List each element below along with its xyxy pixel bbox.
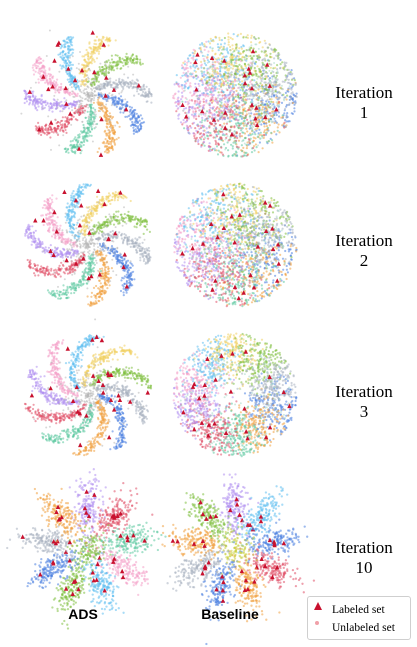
- legend-label-labeled: Labeled set: [332, 604, 385, 616]
- scatter-panel-r1-c1: [20, 29, 153, 157]
- scatter-panel-r3-c2: [172, 332, 298, 458]
- scatter-panel-r4-c1: [6, 468, 167, 630]
- iteration-label-3: Iteration 3: [318, 382, 410, 422]
- dot-marker-icon: [314, 621, 328, 634]
- iteration-label-10: Iteration 10: [318, 538, 410, 578]
- iteration-label-2: Iteration 2: [318, 231, 410, 271]
- scatter-panel-r2-c1: [24, 183, 152, 321]
- scatter-panel-r3-c1: [23, 334, 153, 457]
- legend-label-unlabeled: Unlabeled set: [332, 622, 395, 634]
- scatter-panel-r2-c2: [173, 182, 298, 308]
- iteration-label-1: Iteration 1: [318, 83, 410, 123]
- iteration-label-2-text: Iteration 2: [335, 231, 393, 270]
- scatter-panel-r1-c2: [172, 32, 298, 158]
- legend-entry-labeled: Labeled set: [314, 602, 385, 618]
- triangle-marker-icon: [314, 602, 328, 616]
- legend: Labeled set Unlabeled set: [307, 596, 411, 640]
- column-label-baseline: Baseline: [201, 606, 259, 622]
- column-label-ads: ADS: [68, 606, 98, 622]
- iteration-label-10-text: Iteration 10: [335, 538, 393, 577]
- legend-entry-unlabeled: Unlabeled set: [314, 620, 395, 636]
- scatter-panel-r4-c2: [161, 473, 316, 646]
- iteration-label-3-text: Iteration 3: [335, 382, 393, 421]
- iteration-label-1-text: Iteration 1: [335, 83, 393, 122]
